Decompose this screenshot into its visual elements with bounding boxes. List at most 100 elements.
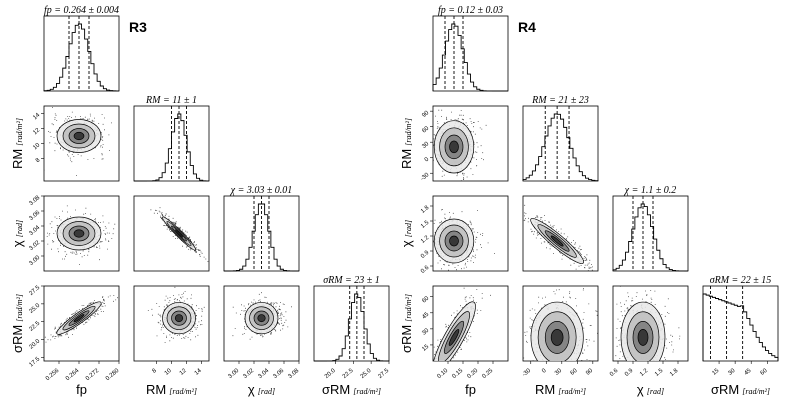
title-RM: RM = 21 ± 23 — [531, 95, 589, 106]
x-axis-label-fp: fp — [76, 382, 87, 397]
cell-sigma-RM: 8 10 12 14 RM [rad/m²] — [133, 285, 210, 397]
title-fp: fp = 0.12 ± 0.03 — [438, 5, 503, 16]
contour-level-3 — [550, 329, 564, 346]
scatter-points — [433, 287, 491, 361]
x-tick-label: 3.00 — [227, 368, 240, 381]
x-tick-label: -30 — [522, 368, 533, 379]
scatter-points — [433, 109, 487, 181]
x-axis-label-fp: fp — [465, 382, 476, 397]
cell-frame — [612, 195, 689, 272]
cell-frame — [432, 15, 509, 92]
histogram-fp — [43, 23, 120, 92]
contour-level-3 — [73, 131, 85, 141]
x-axis-label-chi: χ [rad] — [637, 382, 664, 397]
x-tick-label: 3.02 — [242, 368, 255, 381]
y-tick-label: 3.00 — [28, 255, 41, 268]
contour-level-3 — [174, 229, 184, 238]
x-tick-label: 0.25 — [481, 368, 494, 381]
histogram-chi — [612, 203, 689, 272]
x-axis-label-sigma: σRM [rad/m²] — [322, 382, 381, 397]
cell-fp-fp: fp = 0.264 ± 0.004 — [43, 5, 120, 92]
x-tick-label: 90 — [585, 368, 594, 377]
cell-frame — [432, 195, 509, 272]
cell-frame — [133, 195, 210, 272]
histogram-fp — [432, 23, 508, 92]
x-tick-label: 10 — [164, 368, 173, 377]
x-tick-label: 1.2 — [639, 368, 650, 378]
x-tick-label: 60 — [760, 368, 769, 377]
cell-sigma-chi: 0.6 0.9 1.2 1.5 1.8 χ [rad] — [609, 285, 689, 397]
scatter-points — [147, 286, 205, 343]
scatter-points — [44, 106, 112, 176]
y-tick-label: 1.2 — [420, 235, 431, 245]
scatter-points — [46, 205, 116, 265]
title-fp: fp = 0.264 ± 0.004 — [44, 5, 119, 16]
title-chi: χ = 1.1 ± 0.2 — [624, 185, 677, 196]
x-tick-label: 3.08 — [287, 368, 300, 381]
x-tick-label: 0.10 — [436, 368, 449, 381]
x-tick-label: 30 — [554, 368, 563, 377]
x-tick-label: 22.5 — [342, 368, 355, 381]
x-tick-label: 60 — [570, 368, 579, 377]
y-tick-label: 45 — [421, 311, 430, 320]
y-tick-label: 25.0 — [28, 302, 41, 315]
cell-chi-fp: 0.6 0.9 1.2 1.5 1.8 χ[rad] — [399, 195, 509, 275]
y-tick-label: 60 — [421, 295, 430, 304]
scatter-points — [44, 295, 118, 343]
x-tick-label: 1.5 — [654, 368, 665, 378]
x-tick-label: 0.280 — [105, 368, 121, 383]
contour-level-3 — [449, 235, 459, 247]
y-tick-label: 10 — [32, 142, 41, 151]
title-RM: RM = 11 ± 1 — [145, 95, 197, 106]
x-tick-label: 0.272 — [85, 368, 101, 383]
cell-chi-RM — [133, 195, 210, 272]
x-tick-label: 25.0 — [360, 368, 373, 381]
y-tick-label: 90 — [421, 110, 430, 119]
x-tick-label: 20.0 — [324, 368, 337, 381]
cell-chi-chi: χ = 3.03 ± 0.01 — [223, 185, 300, 272]
x-tick-label: 30 — [727, 368, 736, 377]
y-tick-label: 12 — [32, 127, 41, 136]
y-tick-label: 15 — [421, 343, 430, 352]
y-tick-label: 14 — [32, 112, 41, 121]
y-tick-label: 3.08 — [28, 195, 41, 208]
x-tick-label: 3.06 — [272, 368, 285, 381]
cell-sigma-chi: 3.00 3.02 3.04 3.06 3.08 χ [rad] — [223, 285, 301, 397]
title-sigma: σRM = 22 ± 15 — [710, 275, 772, 286]
cell-frame — [522, 195, 599, 272]
panel-label: R4 — [518, 19, 536, 35]
cell-sigma-RM: -30 0 30 60 90 RM [rad/m²] — [522, 285, 599, 397]
cell-frame — [432, 105, 509, 182]
x-tick-label: 45 — [744, 368, 753, 377]
y-tick-label: 30 — [421, 327, 430, 336]
y-tick-label: 3.04 — [28, 225, 41, 238]
cell-RM-fp: -30 0 30 60 90 RM[rad/m²] — [399, 105, 509, 183]
x-tick-label: 12 — [179, 368, 188, 377]
cell-frame — [522, 105, 599, 182]
scatter-points — [523, 204, 593, 271]
y-tick-label: -30 — [420, 172, 431, 183]
cell-frame — [432, 285, 509, 362]
x-axis-label-sigma: σRM [rad/m²] — [711, 382, 770, 397]
cell-sigma-fp: 0.256 0.264 0.272 0.280 fp 17.5 20.0 22.5 25.0 27… — [10, 285, 121, 397]
y-tick-label: 30 — [421, 141, 430, 150]
x-tick-label: 0.6 — [609, 368, 620, 378]
x-axis-label-RM: RM [rad/m²] — [146, 382, 197, 397]
histogram-RM — [134, 113, 210, 182]
x-tick-label: 3.04 — [257, 368, 270, 381]
y-tick-label: 27.5 — [28, 285, 41, 298]
x-tick-label: 0.264 — [65, 368, 81, 383]
y-tick-label: 8 — [35, 157, 42, 164]
cell-chi-chi: χ = 1.1 ± 0.2 — [612, 185, 689, 272]
cell-chi-fp: 3.00 3.02 3.04 3.06 3.08χ[rad] — [10, 195, 120, 272]
y-tick-label: 0.9 — [420, 250, 431, 260]
y-tick-label: 1.5 — [420, 220, 431, 230]
x-tick-label: 0 — [541, 368, 548, 375]
x-tick-label: 27.5 — [377, 368, 390, 381]
cell-chi-RM — [522, 195, 599, 272]
scatter-points — [615, 286, 681, 361]
x-axis-label-RM: RM [rad/m²] — [535, 382, 586, 397]
y-axis-label-sigma: σRM[rad/m²] — [399, 294, 414, 353]
